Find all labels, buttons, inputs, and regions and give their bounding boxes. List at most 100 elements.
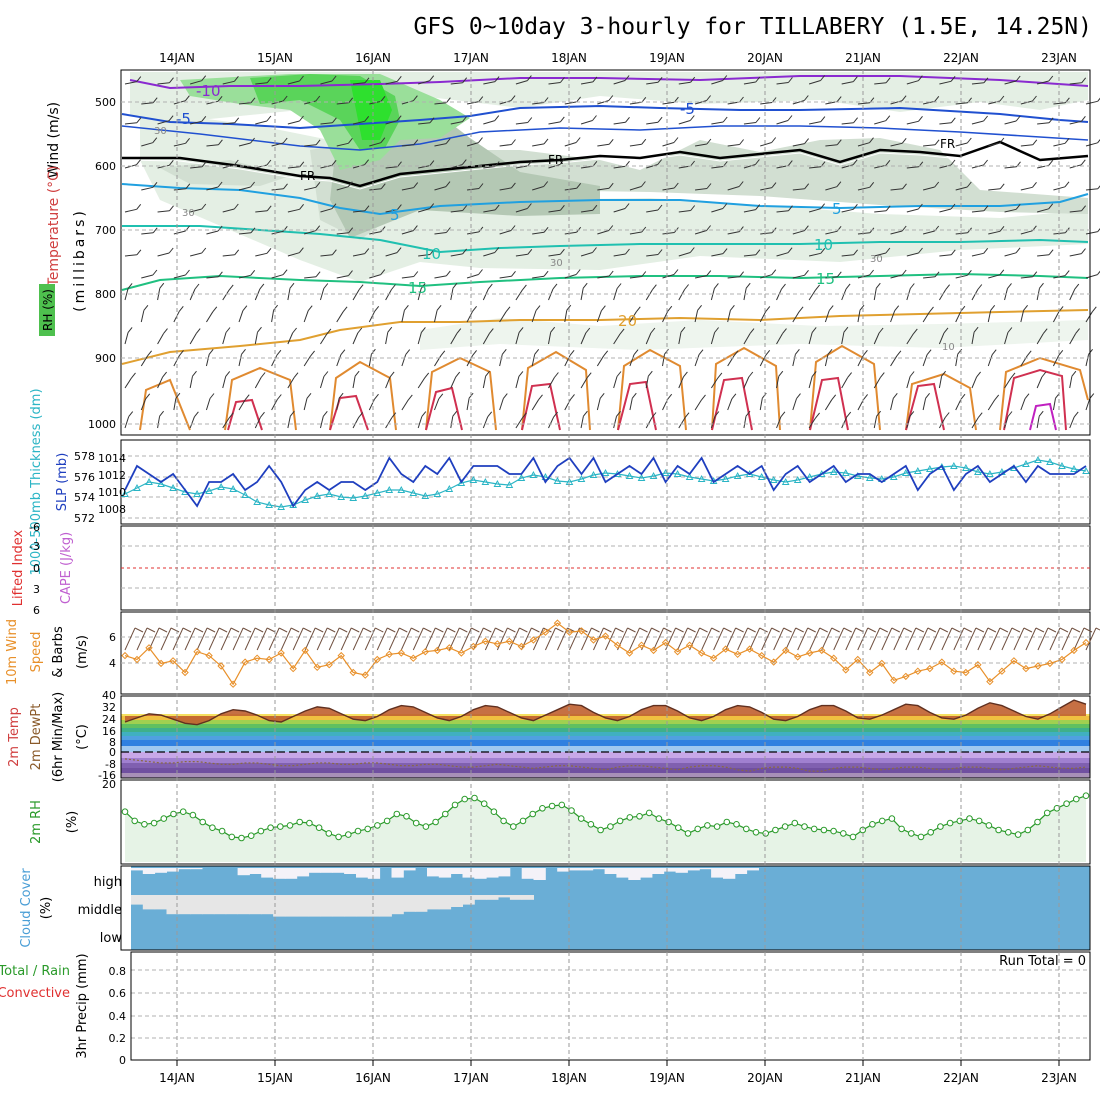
rh-point <box>831 828 837 834</box>
temp-band <box>121 758 1090 763</box>
rh-point <box>132 818 138 824</box>
slp-tick-1012: 1012 <box>98 469 126 482</box>
cloud-high-gap <box>676 868 688 873</box>
ylabel-2m-dewpt: 2m DewPt <box>29 704 44 771</box>
rh-point <box>384 818 390 824</box>
label-rh30-a: 30 <box>154 126 167 137</box>
cloud-high-gap <box>427 868 439 876</box>
wind-barb-flag <box>760 628 768 632</box>
wind-barb-flag <box>303 628 311 632</box>
wind-barb-flag <box>916 628 924 632</box>
cloud-middle-gap <box>486 895 498 900</box>
rh-point <box>413 820 419 826</box>
rh-point <box>850 834 856 840</box>
cloud-level-high: high <box>94 875 122 890</box>
date-label-top: 20JAN <box>747 51 783 65</box>
wind-barb-flag <box>387 628 395 632</box>
cloud-panel: high middle low Cloud Cover (%) <box>19 866 1090 950</box>
cloud-middle-gap <box>143 895 155 909</box>
wind-barb-flag <box>1072 628 1080 632</box>
cloud-middle-gap <box>522 895 534 900</box>
rh-point <box>811 826 817 832</box>
wind-barb-flag <box>772 628 780 632</box>
wind-barb-flag <box>988 628 996 632</box>
p-tick-1000: 1000 <box>88 418 116 431</box>
wind-panel: 6 4 10m Wind Speed & Barbs (m/s) <box>5 612 1100 694</box>
temp-band <box>121 736 1090 740</box>
date-label-bottom: 19JAN <box>649 1071 685 1085</box>
rh-point <box>142 822 148 828</box>
wind-barb-flag <box>267 628 275 632</box>
pressure-panel: -10 -5 -5 FR FR FR 5 5 10 10 15 15 20 30… <box>121 70 1100 435</box>
legend-total-rain: Total / Rain <box>0 964 70 979</box>
wind-barb-flag <box>844 628 852 632</box>
cloud-middle-gap <box>155 895 167 909</box>
cloud-middle-gap <box>474 895 486 900</box>
thick-tick-572: 572 <box>74 512 95 525</box>
cloud-middle-gap <box>510 895 522 900</box>
rh-point <box>355 828 361 834</box>
label-rh30-c: 30 <box>550 258 563 269</box>
cloud-middle-gap <box>249 895 261 914</box>
precip-panel: Run Total = 0 0.8 0.6 0.4 0.2 0 Total / … <box>0 952 1090 1067</box>
pressure-ylabels: Wind (m/s) Temperature (°C) RH (%) (mill… <box>39 102 88 336</box>
date-label-top: 14JAN <box>159 51 195 65</box>
precip-tick-0: 0 <box>119 1054 126 1067</box>
wind-barb-flag <box>892 628 900 632</box>
temp-band <box>121 768 1090 773</box>
rh-point <box>210 825 216 831</box>
rh-point <box>520 818 526 824</box>
rh-point <box>297 819 303 825</box>
wind-barb-flag <box>351 628 359 632</box>
wind-barb-flag <box>507 628 515 632</box>
chart-title: GFS 0~10day 3-hourly for TILLABERY (1.5E… <box>413 14 1092 40</box>
cloud-middle-gap <box>451 895 463 907</box>
wind-barb-flag <box>195 628 203 632</box>
cloud-high-gap <box>155 868 167 873</box>
rh-point <box>938 824 944 830</box>
cloud-middle-gap <box>190 895 202 914</box>
cloud-high-gap <box>688 868 700 870</box>
cloud-high-gap <box>581 868 593 870</box>
wind-barb-flag <box>519 628 527 632</box>
surface-wind-barbs <box>125 628 1100 650</box>
ylabel-precip: 3hr Precip (mm) <box>75 953 90 1058</box>
legend-convective: Convective <box>0 986 70 1001</box>
wind-barb-flag <box>279 628 287 632</box>
rh-point <box>986 823 992 829</box>
rh-point <box>1006 830 1012 836</box>
rh-point <box>569 808 575 814</box>
rh-point <box>627 815 633 821</box>
cloud-high-gap <box>664 868 676 872</box>
ylabel-slp: SLP (mb) <box>55 453 70 512</box>
cloud-high-gap <box>534 868 546 880</box>
cloud-middle-gap <box>178 895 190 914</box>
rh-point <box>549 803 555 809</box>
wind-barb-flag <box>616 628 624 632</box>
wind-barb-flag <box>904 628 912 632</box>
rh-point <box>724 819 730 825</box>
rh-point <box>889 816 895 822</box>
wind-barb-flag <box>1036 628 1044 632</box>
label-10-b: 10 <box>814 236 833 254</box>
rh-point <box>268 825 274 831</box>
date-label-top: 18JAN <box>551 51 587 65</box>
wind-barb-flag <box>1024 628 1032 632</box>
wind-barb-flag <box>159 628 167 632</box>
rh-point <box>744 826 750 832</box>
ylabel-lifted-index: Lifted Index <box>11 529 26 606</box>
wind-barb-flag <box>880 628 888 632</box>
rh-point <box>491 809 497 815</box>
temp-band <box>121 732 1090 736</box>
rh-point <box>841 831 847 837</box>
cloud-middle-gap <box>297 895 309 917</box>
rh-point <box>278 824 284 830</box>
label-minus10: -10 <box>196 82 221 100</box>
rh-point <box>229 834 235 840</box>
rh-point <box>714 824 720 830</box>
cloud-high-gap <box>439 868 451 878</box>
cloud-high-gap <box>178 868 190 869</box>
label-rh30-d: 30 <box>870 254 883 265</box>
rh-point <box>365 826 371 832</box>
